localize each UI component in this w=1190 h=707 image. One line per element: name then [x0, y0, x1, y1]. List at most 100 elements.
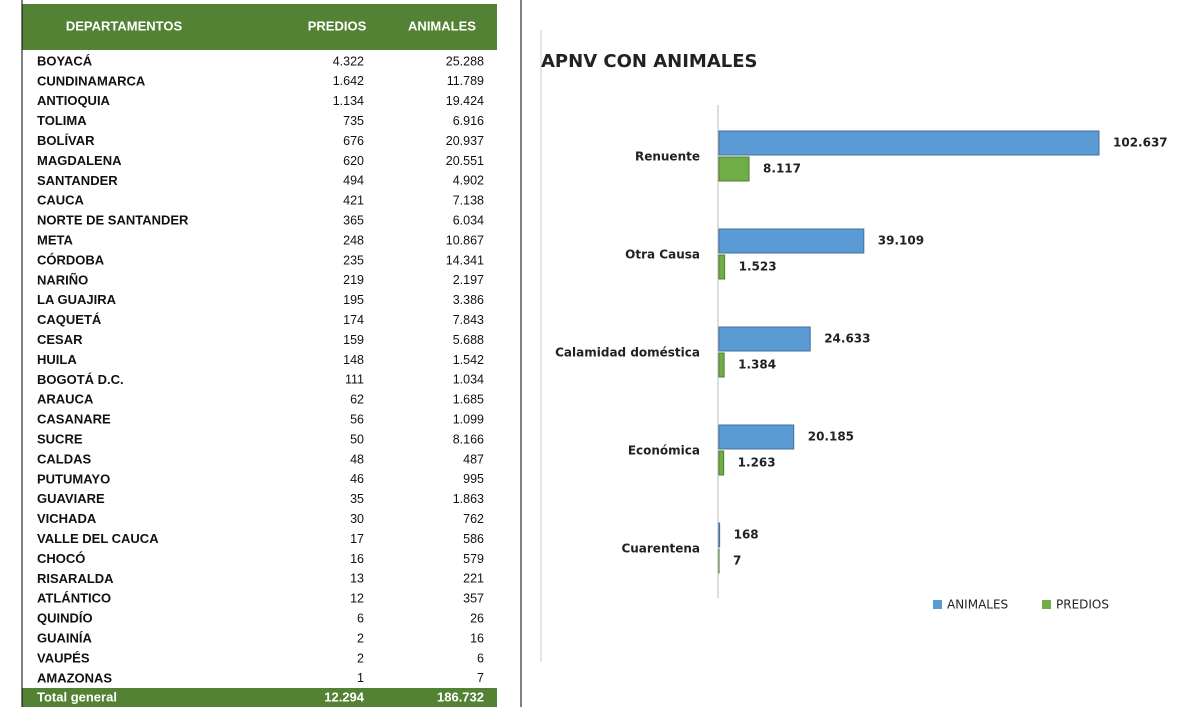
table-cell: GUAVIARE	[37, 491, 105, 506]
table-cell: 62	[350, 393, 364, 407]
table-cell: 16	[350, 552, 364, 566]
bar	[718, 254, 726, 280]
table-cell: 4.902	[453, 174, 484, 188]
table-cell: 11.789	[447, 74, 484, 88]
table-total-cell: 12.294	[324, 689, 365, 704]
table-cell: 494	[343, 174, 364, 188]
table-cell: RISARALDA	[37, 571, 114, 586]
table-cell: 19.424	[446, 94, 484, 108]
table-cell: 219	[343, 273, 364, 287]
table-cell: 487	[463, 452, 484, 466]
table-cell: AMAZONAS	[37, 670, 112, 685]
table-cell: 6	[477, 651, 484, 665]
table-cell: 195	[343, 293, 364, 307]
table-cell: HUILA	[37, 352, 77, 367]
value-label: 168	[734, 528, 759, 542]
table-cell: 1.034	[453, 373, 484, 387]
table-cell: ARAUCA	[37, 392, 94, 407]
table-cell: 13	[350, 572, 364, 586]
table-cell: CUNDINAMARCA	[37, 73, 146, 88]
legend-swatch	[933, 600, 942, 609]
value-label: 39.109	[878, 234, 924, 248]
table-total-cell: 186.732	[437, 689, 484, 704]
table-cell: GUAINÍA	[37, 631, 93, 646]
legend-label: PREDIOS	[1056, 598, 1109, 612]
table-cell: BOYACÁ	[37, 53, 93, 68]
category-label: Económica	[628, 444, 700, 458]
table-cell: 421	[343, 194, 364, 208]
table-cell: MAGDALENA	[37, 153, 122, 168]
value-label: 20.185	[808, 430, 854, 444]
table-cell: 586	[463, 532, 484, 546]
bar	[718, 352, 725, 378]
bar	[718, 326, 811, 352]
table-cell: 20.937	[446, 134, 484, 148]
table-cell: 26	[470, 611, 484, 625]
table-cell: 735	[343, 114, 364, 128]
table-cell: SUCRE	[37, 432, 83, 447]
value-label: 102.637	[1113, 136, 1168, 150]
table-header-cell: DEPARTAMENTOS	[66, 18, 183, 33]
value-label: 1.384	[738, 358, 776, 372]
value-label: 8.117	[763, 162, 801, 176]
table-cell: 111	[345, 373, 364, 387]
table-cell: 7	[477, 671, 484, 685]
table-cell: 235	[343, 253, 364, 267]
table-cell: BOLÍVAR	[37, 133, 95, 148]
table-cell: 10.867	[446, 233, 484, 247]
table-cell: LA GUAJIRA	[37, 292, 117, 307]
table-cell: CESAR	[37, 332, 83, 347]
table-cell: CAQUETÁ	[37, 312, 102, 327]
table-cell: 4.322	[333, 54, 364, 68]
table-cell: 148	[343, 353, 364, 367]
category-label: Renuente	[635, 150, 700, 164]
table-total-cell: Total general	[37, 689, 117, 704]
table-cell: 16	[470, 631, 484, 645]
table-cell: VICHADA	[37, 511, 97, 526]
table-cell: NORTE DE SANTANDER	[37, 213, 189, 228]
table-cell: 6.916	[453, 114, 484, 128]
table-header-band	[22, 4, 497, 50]
table-cell: 46	[350, 472, 364, 486]
bar	[718, 424, 795, 450]
category-label: Calamidad doméstica	[555, 346, 700, 360]
table-cell: 50	[350, 432, 364, 446]
table-cell: 56	[350, 412, 364, 426]
category-label: Otra Causa	[625, 248, 700, 262]
chart-title: APNV CON ANIMALES	[541, 51, 758, 72]
bar	[718, 156, 750, 182]
table-cell: 357	[463, 592, 484, 606]
table-total-band	[22, 688, 497, 707]
table-cell: PUTUMAYO	[37, 471, 110, 486]
table-cell: 365	[343, 213, 364, 227]
table-cell: BOGOTÁ D.C.	[37, 372, 124, 387]
table-header-cell: PREDIOS	[308, 18, 367, 33]
table-cell: 620	[343, 154, 364, 168]
table-cell: 1.685	[453, 393, 484, 407]
table-cell: CALDAS	[37, 451, 91, 466]
table-cell: ATLÁNTICO	[37, 591, 111, 606]
table-cell: 20.551	[446, 154, 484, 168]
table-cell: 159	[343, 333, 364, 347]
table-cell: NARIÑO	[37, 272, 88, 287]
table-header-cell: ANIMALES	[408, 18, 476, 33]
table-cell: 174	[343, 313, 364, 327]
table-cell: 1.642	[333, 74, 364, 88]
table-cell: CASANARE	[37, 412, 111, 427]
table-cell: 6	[357, 611, 364, 625]
table-cell: 6.034	[453, 213, 484, 227]
value-label: 1.263	[738, 456, 776, 470]
value-label: 1.523	[739, 260, 777, 274]
table-cell: 1.099	[453, 412, 484, 426]
table-cell: 676	[343, 134, 364, 148]
table-cell: 762	[463, 512, 484, 526]
bar	[718, 522, 721, 548]
table-cell: 17	[350, 532, 364, 546]
table-cell: 7.843	[453, 313, 484, 327]
table-cell: VALLE DEL CAUCA	[37, 531, 159, 546]
table-cell: META	[37, 233, 73, 248]
table-cell: 1	[357, 671, 364, 685]
table-cell: 25.288	[446, 54, 484, 68]
table-cell: 2.197	[453, 273, 484, 287]
